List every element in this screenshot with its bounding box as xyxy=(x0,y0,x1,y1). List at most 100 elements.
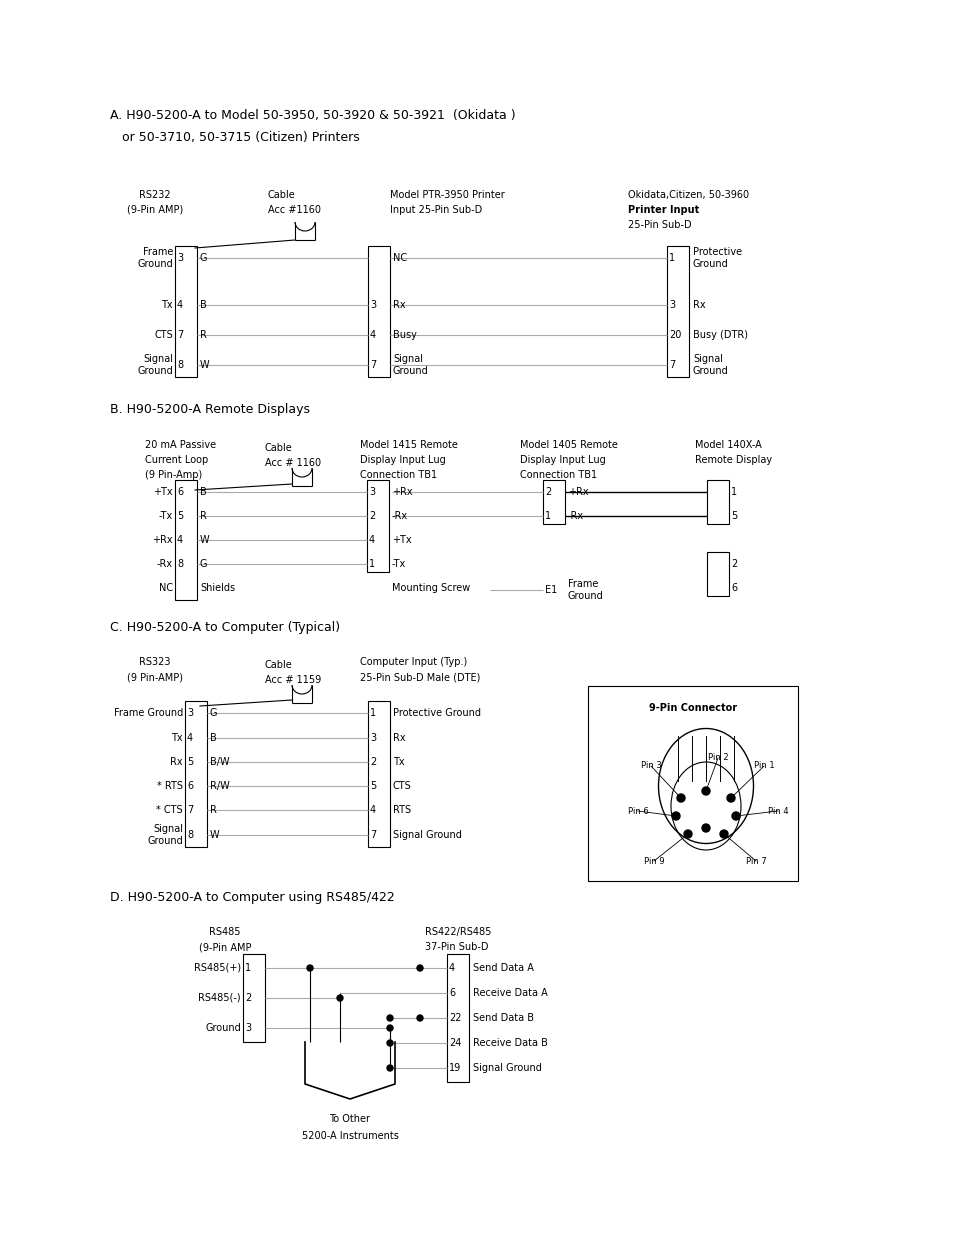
Text: G: G xyxy=(210,708,217,718)
Text: Signal
Ground: Signal Ground xyxy=(692,354,728,375)
Text: Protective
Ground: Protective Ground xyxy=(692,247,741,269)
Text: Signal Ground: Signal Ground xyxy=(393,830,461,840)
Circle shape xyxy=(683,830,691,839)
Text: 5200-A Instruments: 5200-A Instruments xyxy=(301,1131,398,1141)
Text: +Tx: +Tx xyxy=(392,535,411,545)
Bar xyxy=(367,480,389,572)
Circle shape xyxy=(387,1015,393,1021)
Text: 1: 1 xyxy=(730,487,737,496)
Text: Printer Input: Printer Input xyxy=(627,205,699,215)
Text: 24: 24 xyxy=(449,1037,461,1049)
Bar xyxy=(368,246,390,377)
Text: 4: 4 xyxy=(177,300,183,310)
Bar xyxy=(706,552,728,597)
Text: 1: 1 xyxy=(245,963,251,973)
Text: Okidata,Citizen, 50-3960: Okidata,Citizen, 50-3960 xyxy=(627,190,748,200)
Text: 5: 5 xyxy=(370,781,375,790)
Text: 5: 5 xyxy=(187,757,193,767)
Text: 7: 7 xyxy=(370,830,375,840)
Text: Acc # 1160: Acc # 1160 xyxy=(265,458,321,468)
Text: (9-Pin AMP): (9-Pin AMP) xyxy=(127,205,183,215)
Text: +Rx: +Rx xyxy=(152,535,172,545)
Text: CTS: CTS xyxy=(154,330,172,340)
Text: 3: 3 xyxy=(245,1023,251,1032)
Text: B: B xyxy=(210,734,216,743)
Text: -Tx: -Tx xyxy=(392,559,406,569)
Text: 6: 6 xyxy=(187,781,193,790)
Text: 7: 7 xyxy=(177,330,183,340)
Text: Current Loop: Current Loop xyxy=(145,454,208,466)
Text: +Rx: +Rx xyxy=(392,487,413,496)
Text: Pin 4: Pin 4 xyxy=(767,806,787,815)
Text: Rx: Rx xyxy=(393,300,405,310)
Text: (9 Pin-Amp): (9 Pin-Amp) xyxy=(145,471,202,480)
Text: -Rx: -Rx xyxy=(156,559,172,569)
Text: Pin 1: Pin 1 xyxy=(753,762,774,771)
Text: G: G xyxy=(200,559,208,569)
Text: Pin 3: Pin 3 xyxy=(640,762,660,771)
Text: 37-Pin Sub-D: 37-Pin Sub-D xyxy=(424,942,488,952)
Circle shape xyxy=(307,965,313,971)
Text: Pin 2: Pin 2 xyxy=(707,753,727,762)
Text: 25-Pin Sub-D Male (DTE): 25-Pin Sub-D Male (DTE) xyxy=(359,672,480,682)
Text: or 50-3710, 50-3715 (Citizen) Printers: or 50-3710, 50-3715 (Citizen) Printers xyxy=(110,131,359,143)
Circle shape xyxy=(677,794,684,802)
Bar xyxy=(174,246,196,377)
Text: Rx: Rx xyxy=(393,734,405,743)
Text: (9 Pin-AMP): (9 Pin-AMP) xyxy=(127,672,183,682)
Text: 5: 5 xyxy=(730,511,737,521)
Text: * CTS: * CTS xyxy=(156,805,183,815)
Text: Receive Data A: Receive Data A xyxy=(473,988,547,998)
Text: 9-Pin Connector: 9-Pin Connector xyxy=(648,703,737,713)
Circle shape xyxy=(416,965,422,971)
Circle shape xyxy=(671,811,679,820)
Text: Signal
Ground: Signal Ground xyxy=(137,354,172,375)
Circle shape xyxy=(387,1025,393,1031)
Text: 1: 1 xyxy=(544,511,551,521)
Text: RS422/RS485: RS422/RS485 xyxy=(424,927,491,937)
Text: 4: 4 xyxy=(449,963,455,973)
Text: B/W: B/W xyxy=(210,757,230,767)
Text: 3: 3 xyxy=(370,300,375,310)
Text: R: R xyxy=(200,330,207,340)
Text: 1: 1 xyxy=(668,253,675,263)
Bar xyxy=(185,701,207,847)
Circle shape xyxy=(336,995,343,1002)
Text: B. H90-5200-A Remote Displays: B. H90-5200-A Remote Displays xyxy=(110,404,310,416)
Text: Connection TB1: Connection TB1 xyxy=(519,471,597,480)
Bar xyxy=(706,480,728,524)
Text: +Tx: +Tx xyxy=(153,487,172,496)
Bar xyxy=(368,701,390,847)
Text: Cable: Cable xyxy=(268,190,295,200)
Text: Frame
Ground: Frame Ground xyxy=(567,579,603,600)
Text: NC: NC xyxy=(393,253,407,263)
Text: To Other: To Other xyxy=(329,1114,370,1124)
Text: CTS: CTS xyxy=(393,781,412,790)
Text: * RTS: * RTS xyxy=(157,781,183,790)
Text: 4: 4 xyxy=(370,805,375,815)
Text: Ground: Ground xyxy=(205,1023,241,1032)
Text: E1: E1 xyxy=(544,585,557,595)
Bar xyxy=(666,246,688,377)
Text: W: W xyxy=(200,535,210,545)
Text: 20: 20 xyxy=(668,330,680,340)
Text: Shields: Shields xyxy=(200,583,234,593)
Text: Frame Ground: Frame Ground xyxy=(113,708,183,718)
Text: Model 1415 Remote: Model 1415 Remote xyxy=(359,440,457,450)
Text: Tx: Tx xyxy=(172,734,183,743)
Bar xyxy=(542,480,564,524)
Bar xyxy=(447,953,469,1082)
Text: Acc #1160: Acc #1160 xyxy=(268,205,320,215)
Text: W: W xyxy=(210,830,219,840)
Text: 6: 6 xyxy=(730,583,737,593)
Text: R: R xyxy=(210,805,216,815)
Text: Send Data A: Send Data A xyxy=(473,963,534,973)
Text: Input 25-Pin Sub-D: Input 25-Pin Sub-D xyxy=(390,205,482,215)
Text: Send Data B: Send Data B xyxy=(473,1013,534,1023)
Text: 3: 3 xyxy=(369,487,375,496)
Text: Signal
Ground: Signal Ground xyxy=(147,824,183,846)
Text: 6: 6 xyxy=(449,988,455,998)
Text: Tx: Tx xyxy=(161,300,172,310)
Text: 1: 1 xyxy=(369,559,375,569)
Text: G: G xyxy=(200,253,208,263)
